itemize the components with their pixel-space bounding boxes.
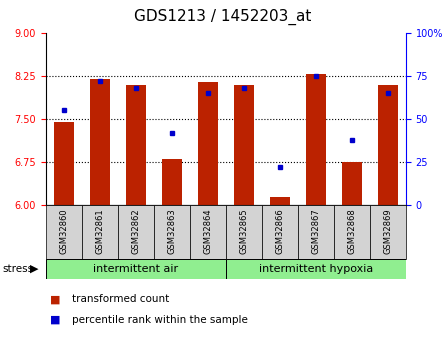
Bar (82, 205, 118, 259)
Text: GSM32864: GSM32864 (203, 208, 212, 254)
Text: GSM32861: GSM32861 (95, 208, 104, 254)
Bar (190, 205, 226, 259)
Text: stress: stress (2, 264, 33, 274)
Text: ■: ■ (50, 294, 61, 304)
Bar (370, 205, 406, 259)
Text: GSM32862: GSM32862 (131, 208, 140, 254)
Bar (46, 259, 226, 279)
Text: GSM32860: GSM32860 (59, 208, 69, 254)
Bar (298, 205, 334, 259)
Text: GDS1213 / 1452203_at: GDS1213 / 1452203_at (134, 9, 311, 25)
Text: GSM32869: GSM32869 (383, 208, 392, 254)
Bar (154, 205, 190, 259)
Bar (126, 85, 146, 205)
Text: GSM32866: GSM32866 (275, 208, 284, 254)
Text: ■: ■ (50, 315, 61, 325)
Bar (118, 205, 154, 259)
Text: GSM32868: GSM32868 (348, 208, 356, 254)
Bar (46, 205, 82, 259)
Bar (334, 205, 370, 259)
Bar (54, 122, 74, 205)
Text: intermittent hypoxia: intermittent hypoxia (259, 264, 373, 274)
Bar (234, 85, 254, 205)
Text: transformed count: transformed count (72, 294, 169, 304)
Bar (270, 197, 290, 205)
Bar (162, 159, 182, 205)
Bar (306, 74, 326, 205)
Text: GSM32863: GSM32863 (167, 208, 176, 254)
Bar (90, 79, 110, 205)
Bar (262, 205, 298, 259)
Text: ▶: ▶ (30, 264, 39, 274)
Bar (198, 82, 218, 205)
Text: GSM32865: GSM32865 (239, 208, 248, 254)
Bar (342, 162, 362, 205)
Bar (378, 85, 398, 205)
Text: percentile rank within the sample: percentile rank within the sample (72, 315, 247, 325)
Text: GSM32867: GSM32867 (312, 208, 320, 254)
Bar (226, 205, 262, 259)
Bar (226, 259, 406, 279)
Text: intermittent air: intermittent air (93, 264, 178, 274)
